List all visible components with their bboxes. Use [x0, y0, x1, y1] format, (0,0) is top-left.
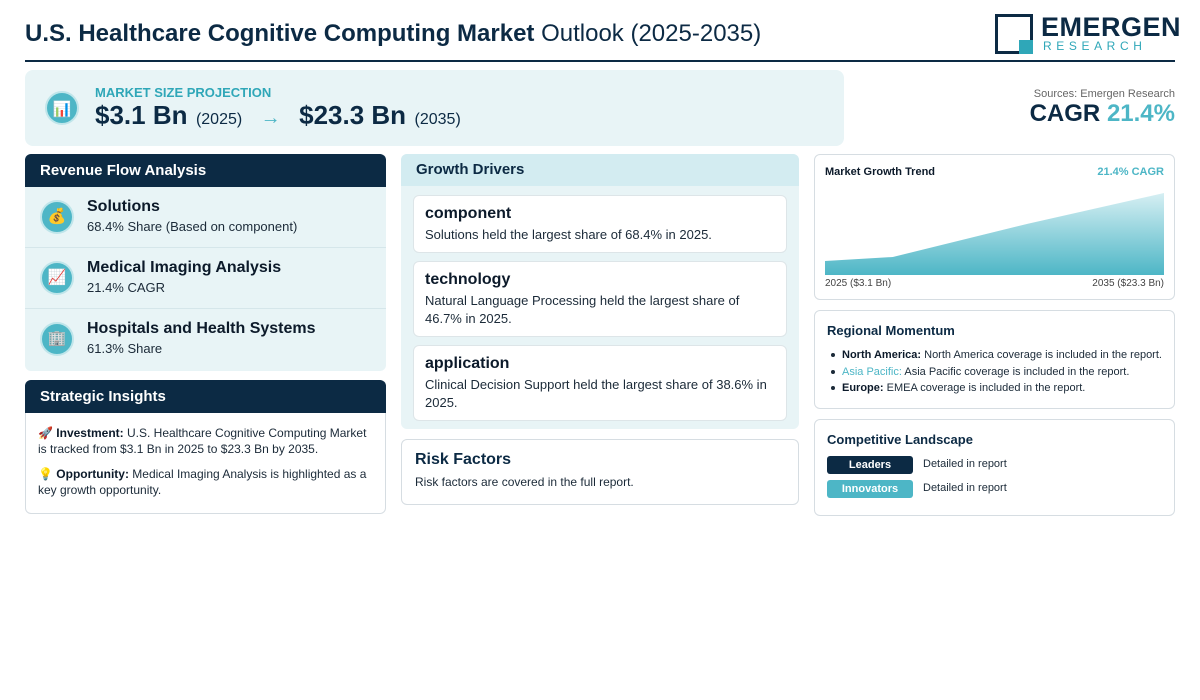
leaders-desc: Detailed in report: [923, 458, 1007, 470]
hospital-building-icon: 🏢: [40, 322, 74, 356]
trend-title: Market Growth Trend: [825, 166, 936, 178]
title-bold: U.S. Healthcare Cognitive Computing Mark…: [25, 20, 535, 47]
trend-start-label: 2025 ($3.1 Bn): [825, 278, 892, 289]
region-list: North America: North America coverage is…: [827, 347, 1162, 397]
regional-momentum-panel: Regional Momentum North America: North A…: [814, 310, 1175, 409]
revenue-item-title: Medical Imaging Analysis: [87, 259, 282, 276]
revenue-item-subtitle: 61.3% Share: [87, 341, 163, 356]
region-text: North America coverage is included in th…: [921, 349, 1162, 361]
driver-title: application: [425, 355, 510, 372]
logo-sub: RESEARCH: [1043, 39, 1147, 53]
driver-text: Solutions held the largest share of 68.4…: [425, 227, 712, 242]
emergen-logo[interactable]: EMERGEN RESEARCH: [995, 12, 1181, 56]
competitive-row: Innovators Detailed in report: [827, 480, 1162, 504]
driver-card: component Solutions held the largest sha…: [413, 195, 787, 253]
innovators-badge: Innovators: [827, 480, 913, 498]
sources-note: Sources: Emergen Research: [1033, 88, 1175, 100]
growth-trend-chart: [825, 193, 1164, 275]
region-name: North America:: [842, 349, 922, 361]
page-title: U.S. Healthcare Cognitive Computing Mark…: [25, 20, 761, 48]
logo-mark-icon: [995, 14, 1033, 54]
competitive-landscape-title: Competitive Landscape: [827, 432, 973, 447]
region-item: North America: North America coverage is…: [827, 347, 1162, 364]
arrow-right-icon: →: [260, 107, 281, 129]
bar-chart-icon: 📊: [45, 91, 79, 125]
revenue-item-title: Solutions: [87, 198, 160, 215]
revenue-item: 📈 Medical Imaging Analysis 21.4% CAGR: [25, 248, 386, 309]
start-value: $3.1 Bn: [95, 100, 188, 130]
strategic-insights-body: 🚀 Investment: U.S. Healthcare Cognitive …: [26, 413, 385, 498]
cagr-label: CAGR: [1029, 100, 1107, 127]
driver-card: application Clinical Decision Support he…: [413, 345, 787, 421]
investment-text: U.S. Healthcare Cognitive Computing Mark…: [38, 426, 367, 456]
revenue-item-subtitle: 21.4% CAGR: [87, 280, 166, 295]
region-name: Europe:: [842, 382, 884, 394]
revenue-item: 💰 Solutions 68.4% Share (Based on compon…: [25, 187, 386, 248]
driver-text: Clinical Decision Support held the large…: [425, 377, 767, 410]
projection-values: $3.1 Bn (2025) → $23.3 Bn (2035): [95, 100, 461, 131]
risk-factors-title: Risk Factors: [415, 451, 512, 468]
region-text: EMEA coverage is included in the report.: [883, 382, 1086, 394]
opportunity-text: Medical Imaging Analysis is highlighted …: [38, 467, 367, 497]
regional-momentum-title: Regional Momentum: [827, 323, 955, 338]
investment-label: Investment:: [56, 426, 124, 440]
risk-factors-panel: Risk Factors Risk factors are covered in…: [401, 439, 799, 505]
strategic-insights-title: Strategic Insights: [25, 380, 386, 413]
opportunity-insight: 💡 Opportunity: Medical Imaging Analysis …: [38, 466, 373, 498]
revenue-flow-panel: Revenue Flow Analysis 💰 Solutions 68.4% …: [25, 154, 386, 371]
title-rest: Outlook (2025-2035): [534, 20, 762, 47]
end-value: $23.3 Bn: [299, 100, 407, 130]
start-year: (2025): [195, 111, 243, 128]
investment-insight: 🚀 Investment: U.S. Healthcare Cognitive …: [38, 425, 373, 457]
logo-name: EMERGEN: [1041, 12, 1182, 42]
risk-factors-text: Risk factors are covered in the full rep…: [415, 475, 634, 489]
opportunity-label: Opportunity:: [56, 467, 129, 481]
trend-area: [825, 193, 1164, 275]
competitive-row: Leaders Detailed in report: [827, 456, 1162, 480]
driver-card: technology Natural Language Processing h…: [413, 261, 787, 337]
projection-label: MARKET SIZE PROJECTION: [95, 85, 272, 100]
end-year: (2035): [414, 111, 461, 128]
region-text: Asia Pacific coverage is included in the…: [901, 365, 1130, 378]
header: U.S. Healthcare Cognitive Computing Mark…: [25, 12, 1181, 62]
market-growth-trend-panel: Market Growth Trend 21.4% CAGR 2025 ($3.…: [814, 154, 1175, 300]
market-size-projection: 📊 MARKET SIZE PROJECTION $3.1 Bn (2025) …: [25, 70, 844, 146]
cagr-headline: CAGR 21.4%: [1030, 100, 1175, 128]
money-bag-icon: 💰: [40, 200, 74, 234]
driver-title: technology: [425, 271, 511, 288]
growth-drivers-title: Growth Drivers: [401, 154, 799, 186]
driver-text: Natural Language Processing held the lar…: [425, 293, 740, 326]
revenue-item: 🏢 Hospitals and Health Systems 61.3% Sha…: [25, 309, 386, 370]
innovators-desc: Detailed in report: [923, 482, 1007, 494]
revenue-item-title: Hospitals and Health Systems: [87, 320, 316, 337]
cagr-value: 21.4%: [1106, 100, 1175, 127]
trend-cagr: 21.4% CAGR: [1097, 166, 1164, 178]
region-name: Asia Pacific:: [842, 365, 902, 378]
growth-drivers-panel: Growth Drivers component Solutions held …: [401, 154, 799, 429]
driver-title: component: [425, 205, 512, 222]
revenue-item-subtitle: 68.4% Share (Based on component): [87, 219, 298, 234]
region-item: Asia Pacific: Asia Pacific coverage is i…: [827, 364, 1162, 381]
leaders-badge: Leaders: [827, 456, 913, 474]
chart-increasing-icon: 📈: [40, 261, 74, 295]
region-item: Europe: EMEA coverage is included in the…: [827, 380, 1162, 397]
competitive-landscape-panel: Competitive Landscape Leaders Detailed i…: [814, 419, 1175, 516]
trend-end-label: 2035 ($23.3 Bn): [1092, 278, 1164, 289]
rocket-icon: 🚀: [38, 426, 53, 440]
strategic-insights-panel: Strategic Insights 🚀 Investment: U.S. He…: [25, 380, 386, 514]
revenue-flow-title: Revenue Flow Analysis: [25, 154, 386, 187]
lightbulb-icon: 💡: [38, 467, 53, 481]
